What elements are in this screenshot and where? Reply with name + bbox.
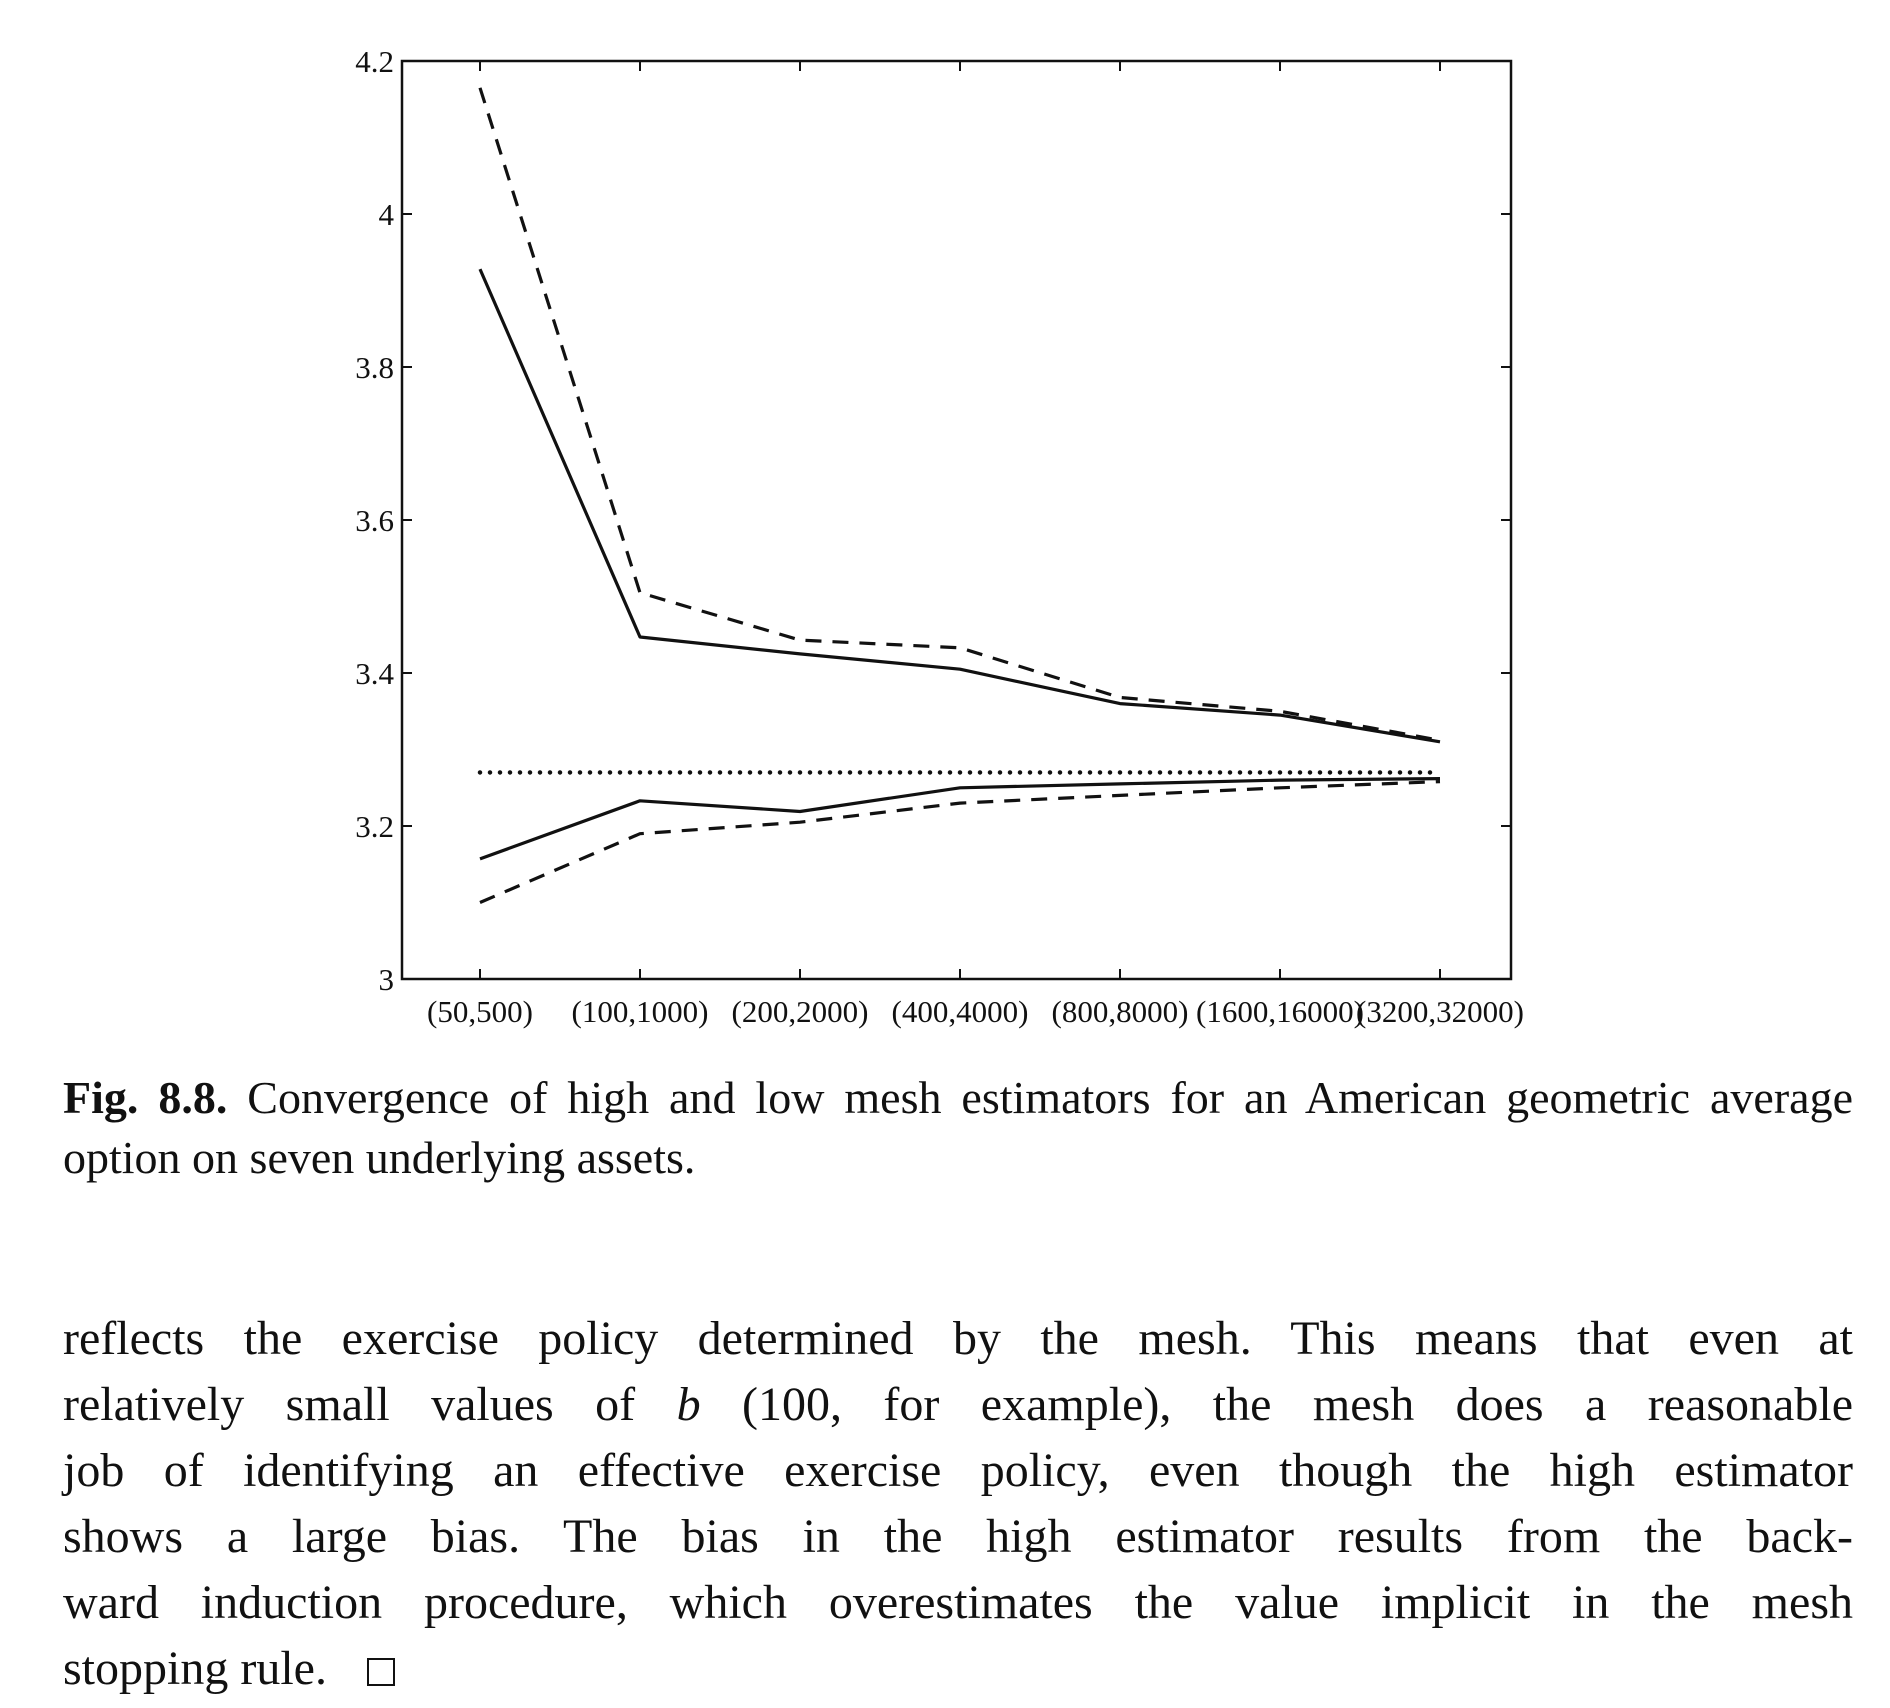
body-line-4: shows a large bias. The bias in the high… (63, 1510, 1853, 1563)
body-line-2: relatively small values of b (100, for e… (63, 1372, 1853, 1438)
x-tick-label: (50,500) (427, 994, 533, 1029)
body-line-2-start: relatively small values of (63, 1378, 677, 1431)
body-line-2-end: (100, for example), the mesh does a reas… (700, 1378, 1853, 1431)
y-tick-label: 4 (379, 197, 395, 232)
body-line-5: ward induction procedure, which overesti… (63, 1576, 1853, 1629)
x-tick-label: (100,1000) (572, 994, 709, 1029)
plot-frame (400, 59, 1513, 981)
body-line-3: job of identifying an effective exercise… (63, 1444, 1853, 1497)
tick-labels: (50,500) (100,1000) (200,2000) (400,4000) (8… (355, 44, 1524, 1029)
y-tick-label: 3 (379, 962, 395, 997)
x-tick-label: (200,2000) (732, 994, 869, 1029)
body-line-1: reflects the exercise policy determined … (63, 1312, 1853, 1365)
variable-b: b (676, 1378, 701, 1431)
figure-label: Fig. 8.8. (63, 1072, 228, 1123)
x-tick-label: (3200,32000) (1356, 994, 1524, 1029)
body-line-6: stopping rule. (63, 1636, 1853, 1702)
series-lines (477, 87, 1443, 904)
y-tick-label: 3.6 (355, 503, 394, 538)
y-tick-label: 3.2 (355, 809, 394, 844)
x-tick-label: (1600,16000) (1196, 994, 1364, 1029)
series-line-4-dashed (479, 780, 1441, 904)
body-paragraph: reflects the exercise policy determined … (63, 1306, 1853, 1702)
y-tick-label: 3.8 (355, 350, 394, 385)
series-line-2-solid (478, 268, 1441, 744)
series-line-1-dashed (478, 87, 1441, 742)
y-tick-label: 4.2 (355, 44, 394, 79)
body-line-6-text: stopping rule. (63, 1642, 327, 1695)
caption-text: Convergence of high and low mesh estimat… (63, 1072, 1853, 1183)
y-tick-label: 3.4 (355, 656, 394, 691)
series-line-3-solid (479, 777, 1441, 861)
x-tick-label: (800,8000) (1052, 994, 1189, 1029)
end-of-proof-icon (366, 1658, 395, 1686)
x-tick-label: (400,4000) (892, 994, 1029, 1029)
axes-ticks (402, 60, 1511, 980)
line-chart: (50,500) (100,1000) (200,2000) (400,4000) (8… (355, 44, 1524, 1029)
figure-caption: Fig. 8.8. Convergence of high and low me… (63, 1068, 1853, 1188)
